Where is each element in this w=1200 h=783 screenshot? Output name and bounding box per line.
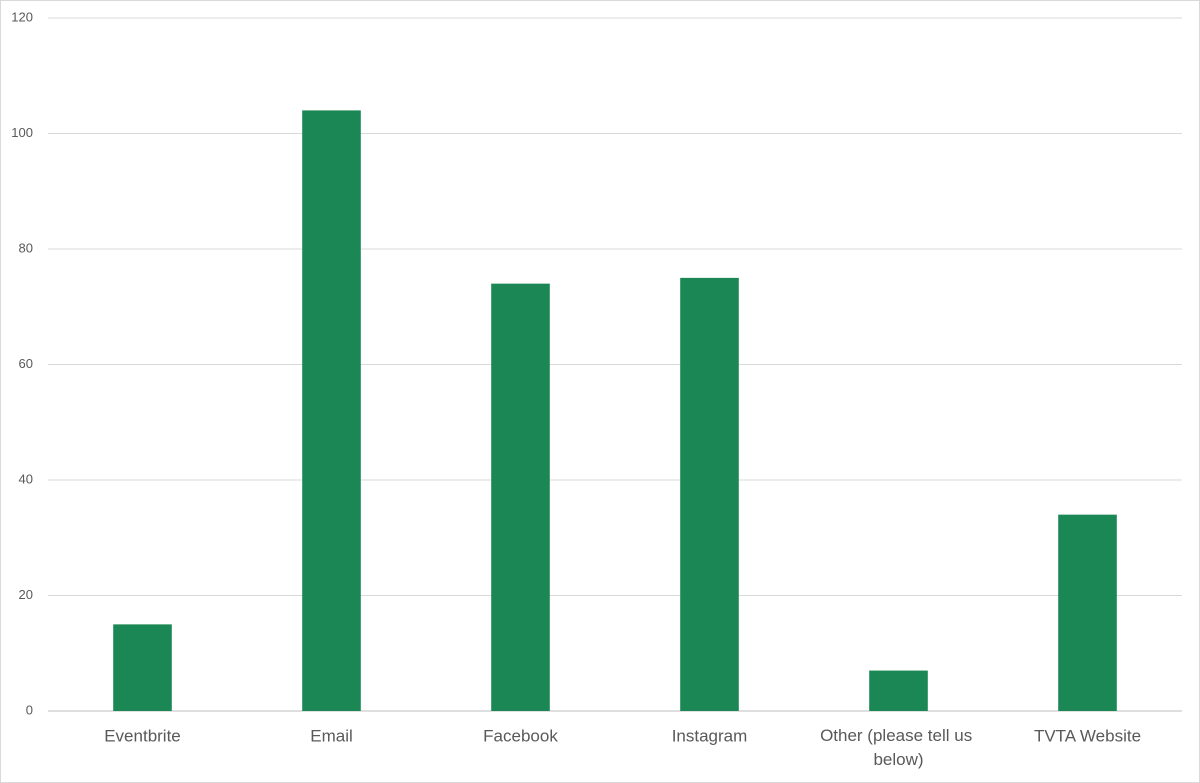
bar	[113, 624, 172, 711]
y-tick-label: 80	[19, 240, 33, 255]
y-tick-label: 100	[11, 125, 33, 140]
y-tick-label: 120	[11, 9, 33, 24]
x-tick-label: Eventbrite	[104, 726, 181, 745]
y-tick-label: 0	[26, 702, 33, 717]
bar	[680, 277, 739, 711]
x-tick-label: Instagram	[672, 726, 748, 745]
bar	[1058, 514, 1117, 711]
bar	[869, 670, 928, 711]
x-tick-label: Facebook	[483, 726, 558, 745]
y-tick-label: 40	[19, 471, 33, 486]
bar	[491, 283, 550, 711]
bar	[302, 110, 361, 711]
x-tick-label: Email	[310, 726, 353, 745]
y-tick-label: 20	[19, 587, 33, 602]
y-tick-label: 60	[19, 356, 33, 371]
x-tick-label: Other (please tell us below)	[820, 726, 977, 769]
x-tick-label: TVTA Website	[1034, 726, 1141, 745]
